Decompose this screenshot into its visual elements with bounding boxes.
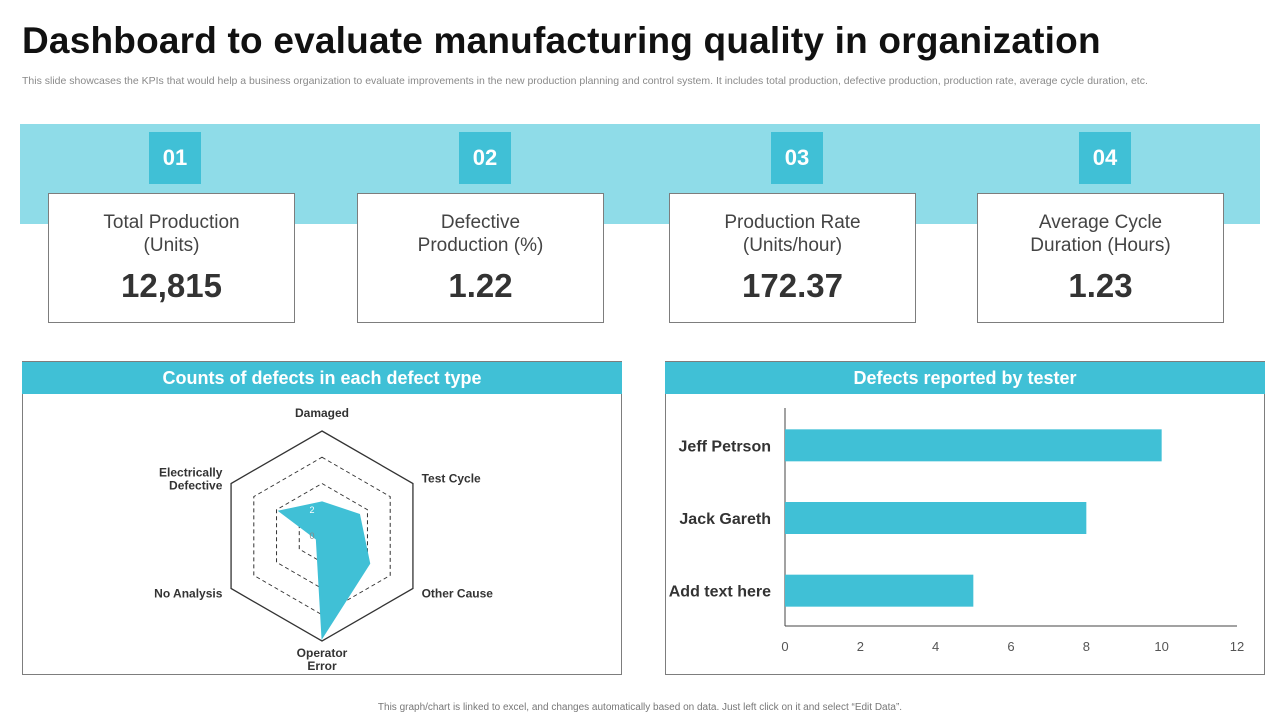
kpi-card-total-production: Total Production (Units) 12,815 — [48, 193, 295, 323]
radar-axis-label: Electrically — [159, 466, 223, 480]
bar-chart: 0 2 4 6 8 10 12 Jeff Petrson Jack Gareth Add text… — [669, 408, 1244, 654]
kpi-number-2: 02 — [459, 132, 511, 184]
kpi-value: 1.23 — [1068, 267, 1133, 304]
radar-series-area — [277, 501, 371, 640]
radar-axis-label: No Analysis — [154, 587, 223, 601]
kpi-value: 12,815 — [121, 267, 222, 304]
bar-1 — [785, 429, 1162, 462]
tester-chart-title: Defects reported by tester — [665, 362, 1265, 394]
kpi-label: Defective Production (%) — [417, 212, 544, 256]
tester-defects-panel: Defects reported by tester 0 2 4 6 8 10 12 Jeff… — [665, 361, 1265, 675]
radar-chart: 0 2 Damaged Test Cycle Other Cause OperatorEr… — [154, 406, 494, 673]
radar-axis-label: Defective — [169, 479, 223, 493]
kpi-label: Production Rate (Units/hour) — [724, 212, 861, 256]
bar-3 — [785, 574, 974, 607]
page-subtitle: This slide showcases the KPIs that would… — [22, 75, 1148, 87]
radar-axis-label: Operator — [297, 646, 348, 660]
defect-type-panel: Counts of defects in each defect type 0 2… — [22, 361, 622, 675]
bar-x-tick-label: 12 — [1230, 639, 1244, 654]
bar-2 — [785, 502, 1087, 534]
radar-axis-label: Test Cycle — [422, 472, 481, 486]
radar-axis-label: Other Cause — [422, 587, 494, 601]
kpi-number-3: 03 — [771, 132, 823, 184]
radar-grid-ring — [253, 456, 391, 616]
page-title: Dashboard to evaluate manufacturing qual… — [22, 20, 1101, 61]
kpi-label: Average Cycle Duration (Hours) — [1030, 212, 1171, 256]
kpi-value: 1.22 — [448, 267, 513, 304]
kpi-value: 172.37 — [742, 267, 843, 304]
bar-x-tick-label: 0 — [781, 639, 788, 654]
bar-x-tick-label: 6 — [1007, 639, 1014, 654]
bar-x-tick-label: 10 — [1154, 639, 1168, 654]
bar-category-label: Jack Gareth — [679, 511, 771, 528]
kpi-label: Total Production (Units) — [103, 212, 240, 256]
kpi-number-1: 01 — [149, 132, 201, 184]
bar-category-label: Add text here — [669, 584, 771, 601]
defect-type-chart-title: Counts of defects in each defect type — [22, 362, 622, 394]
radar-tick-label: 2 — [309, 505, 314, 515]
radar-axis-label: Error — [307, 659, 337, 673]
kpi-number-4: 04 — [1079, 132, 1131, 184]
kpi-card-defective-production: Defective Production (%) 1.22 — [357, 193, 604, 323]
radar-grid-ring — [230, 430, 414, 642]
bar-x-tick-label: 8 — [1083, 639, 1090, 654]
radar-axis-label: Damaged — [295, 406, 349, 420]
bar-category-label: Jeff Petrson — [679, 438, 771, 455]
kpi-card-average-cycle-duration: Average Cycle Duration (Hours) 1.23 — [977, 193, 1224, 323]
radar-tick-label: 0 — [309, 531, 314, 541]
kpi-card-production-rate: Production Rate (Units/hour) 172.37 — [669, 193, 916, 323]
bar-x-tick-label: 2 — [857, 639, 864, 654]
bar-x-tick-label: 4 — [932, 639, 939, 654]
footer-note: This graph/chart is linked to excel, and… — [377, 702, 903, 713]
